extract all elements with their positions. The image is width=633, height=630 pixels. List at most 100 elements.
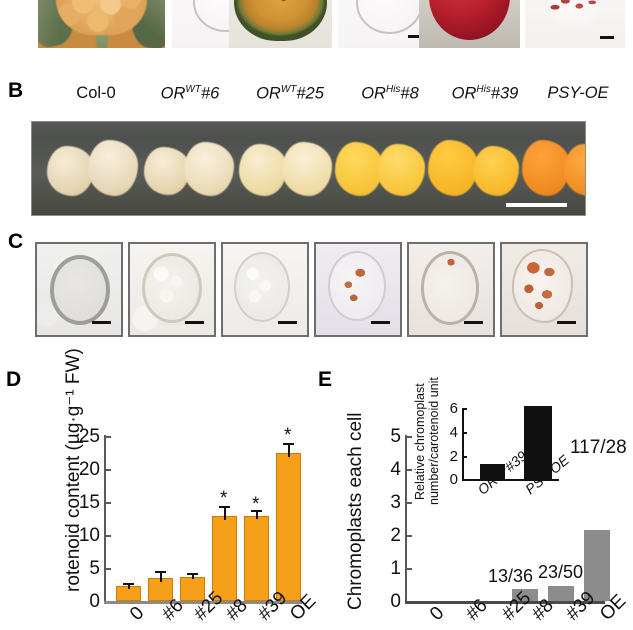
photo-red-tomato-fruit: [419, 0, 520, 48]
errorcap-d-col-0: [123, 583, 134, 585]
callus-or-his-8-b: [377, 144, 425, 196]
panel-d-ytick-label-25: 25: [78, 426, 100, 447]
inset-y-axis-title-line1: Relative chromoplast: [413, 383, 427, 500]
panel-e-tick-1: [407, 568, 412, 570]
scale-bar-cell-6: [557, 321, 576, 324]
inset-ytick-label-2: 2: [449, 448, 458, 465]
errorcap-d-or-wt-6: [155, 571, 166, 573]
photo-cell-or-wt-25: [221, 242, 309, 337]
callus-col-0-b: [88, 140, 138, 196]
genotype-label-psy-oe: PSY-OE: [547, 84, 609, 102]
inset-tick-4: [463, 432, 467, 434]
bar-d-or-his-39: [244, 516, 269, 601]
bar-e-or-his-39: [548, 586, 574, 601]
scale-bar-tomato-cell: [600, 36, 614, 39]
panel-letter-c: C: [8, 230, 24, 253]
panel-e-chart: 5 4 3 2 1 0 13/36 23/50 117/28 0 #6 #25 …: [300, 0, 633, 630]
panel-d-ytick-label-0: 0: [89, 591, 100, 612]
errorcap-d-or-wt-25: [187, 573, 198, 575]
panel-e-ytick-label-1: 1: [390, 558, 401, 579]
inset-ytick-label-6: 6: [449, 400, 458, 417]
bar-e-psy-oe: [584, 530, 610, 601]
callus-or-his-39-a: [428, 140, 478, 196]
panel-e-xtick-label-or-wt-6: #6: [462, 595, 492, 625]
panel-e-ytick-label-0: 0: [390, 591, 401, 612]
panel-d-ytick-label-5: 5: [89, 558, 100, 579]
scale-bar-cell-4: [371, 321, 390, 324]
photo-cell-psy-oe: [500, 242, 588, 337]
panel-d-tick-20: [106, 469, 111, 471]
panel-letter-b: B: [8, 79, 24, 102]
genotype-label-or-his-8: ORHis#8: [361, 84, 419, 103]
photo-tomato-chromoplast-cell: [525, 0, 625, 48]
panel-d-y-axis: [104, 435, 106, 603]
panel-d-chart: 25 20 15 10 5 0 * * * 0 #6 #2: [78, 425, 320, 625]
photo-callus-plate: [31, 121, 586, 216]
scale-bar-cell-3: [278, 321, 297, 324]
photo-cell-or-wt-6: [128, 242, 216, 337]
errorcap-d-or-his-8: [219, 506, 230, 508]
genotype-label-or-his-39: ORHis#39: [451, 84, 519, 103]
photo-melon-fruit: [229, 0, 332, 48]
callus-col-0-a: [47, 146, 94, 196]
panel-d-xtick-label-col-0: 0: [126, 602, 149, 625]
scale-bar-melon-cell: [408, 35, 429, 38]
bar-d-psy-oe: [276, 453, 301, 601]
genotype-label-col-0: Col-0: [56, 84, 136, 103]
errorcap-d-or-his-39: [251, 510, 262, 512]
panel-e-xtick-label-col-0: 0: [426, 602, 449, 625]
scale-bar-callus-plate: [506, 203, 567, 207]
callus-or-wt-25-b: [282, 142, 332, 196]
panel-letter-d: D: [6, 368, 22, 391]
scale-bar-cell-2: [185, 321, 204, 324]
scale-bar-cell-1: [92, 321, 111, 324]
count-label-or-his-8: 13/36: [488, 566, 534, 586]
panel-e-ytick-label-2: 2: [390, 525, 401, 546]
panel-e-tick-5: [407, 436, 412, 438]
inset-tick-6: [463, 408, 467, 410]
photo-cell-or-his-8: [314, 242, 402, 337]
errorbar-d-or-his-8: [224, 506, 226, 520]
significance-star-d-psy-oe: *: [284, 425, 292, 446]
panel-d-ytick-label-20: 20: [78, 459, 100, 480]
bar-inset-psy-oe: [524, 406, 552, 479]
panel-d-ytick-label-10: 10: [78, 525, 100, 546]
panel-d-tick-15: [106, 502, 111, 504]
panel-d-x-axis: [104, 601, 302, 604]
callus-psy-oe-b: [564, 144, 585, 196]
callus-or-his-39-b: [473, 146, 519, 196]
errorbar-d-or-wt-6: [160, 572, 162, 582]
panel-d-tick-10: [106, 535, 111, 537]
errorcap-d-psy-oe: [283, 443, 294, 445]
genotype-text: Col-0: [76, 84, 116, 102]
inset-y-axis: [462, 408, 464, 480]
count-label-or-his-39: 23/50: [538, 562, 584, 582]
errorbar-d-or-wt-25: [192, 574, 194, 579]
photo-orange-cauliflower-head: [38, 0, 165, 48]
panel-e-ytick-label-4: 4: [390, 459, 401, 480]
panel-d-tick-25: [106, 436, 111, 438]
photo-cell-col-0: [35, 242, 123, 337]
genotype-label-or-wt-6: ORWT#6: [160, 84, 220, 103]
panel-e-tick-3: [407, 502, 412, 504]
bar-inset-or-his-39: [480, 464, 505, 479]
panel-d-tick-5: [106, 568, 111, 570]
errorbar-d-col-0: [128, 583, 130, 589]
panel-e-tick-2: [407, 535, 412, 537]
errorbar-d-psy-oe: [288, 443, 290, 457]
photo-cell-or-his-39: [407, 242, 495, 337]
panel-e-x-axis: [405, 601, 605, 604]
inset-ytick-label-0: 0: [449, 471, 458, 488]
panel-e-y-axis: [405, 435, 407, 603]
panel-e-ytick-label-3: 3: [390, 492, 401, 513]
bar-d-or-his-8: [212, 516, 237, 601]
scale-bar-cell-5: [464, 321, 483, 324]
inset-x-axis: [462, 479, 559, 481]
callus-psy-oe-a: [522, 140, 570, 196]
panel-d-ytick-label-15: 15: [78, 492, 100, 513]
panel-e-ytick-label-5: 5: [390, 426, 401, 447]
bar-e-or-his-8: [512, 589, 538, 601]
inset-tick-2: [463, 456, 467, 458]
panel-b-genotype-labels: Col-0 ORWT#6 ORWT#25 ORHis#8 ORHis#39 PS…: [46, 84, 626, 110]
